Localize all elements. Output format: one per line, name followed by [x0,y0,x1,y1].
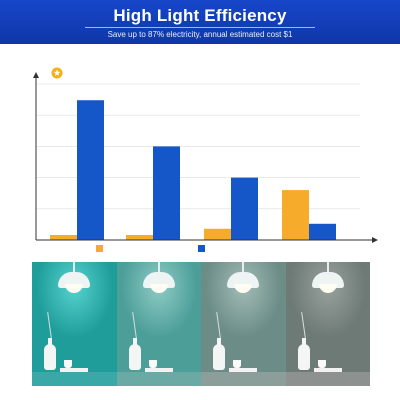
vase-icon [128,338,141,370]
lamp-photo-strip [32,262,370,386]
twig-icon [300,312,306,338]
bar-efficiency [231,177,258,240]
page-title: High Light Efficiency [113,6,287,25]
twig-icon [131,312,137,338]
table-surface [116,372,201,386]
books-icon [60,368,88,374]
title-divider [85,27,315,28]
legend-swatch-efficiency [198,245,205,252]
lamp-photo-panel [201,262,286,386]
header-banner: High Light Efficiency Save up to 87% ele… [0,0,400,44]
books-icon [144,368,173,374]
bar-efficiency [153,146,180,240]
vase-icon [297,338,310,370]
vase-icon [213,338,225,370]
lamp-photo-panel [285,262,370,386]
legend-swatch-watts [96,245,103,252]
bar-watts [282,190,309,240]
bulb-glow [149,284,168,293]
page-subtitle: Save up to 87% electricity, annual estim… [107,30,293,39]
bar-watts [50,235,77,240]
x-axis-arrow [372,237,378,243]
bar-watts [204,228,231,240]
efficiency-bar-chart [33,67,378,252]
vase-icon [44,338,56,370]
lamp-cord [242,262,245,272]
bar-efficiency [77,100,104,240]
bar-watts [126,235,153,240]
table-surface [32,372,117,386]
bar-efficiency [309,223,336,240]
table-surface [285,372,370,386]
books-icon [313,368,342,374]
star-icon [53,69,61,76]
twig-icon [47,312,52,338]
cup-icon [233,360,241,368]
lamp-cord [157,262,160,272]
bulb-glow [318,284,337,293]
bulb-glow [234,284,253,293]
cup-icon [317,360,326,368]
lamp-photo-panel [116,262,201,386]
lamp-cord [326,262,329,272]
books-icon [229,368,257,374]
lamp-cord [73,262,76,272]
table-surface [201,372,286,386]
twig-icon [216,312,221,338]
y-axis-arrow [33,72,39,78]
lamp-photo-panel [32,262,117,386]
cup-icon [64,360,72,368]
bulb-glow [65,284,84,293]
cup-icon [148,360,157,368]
